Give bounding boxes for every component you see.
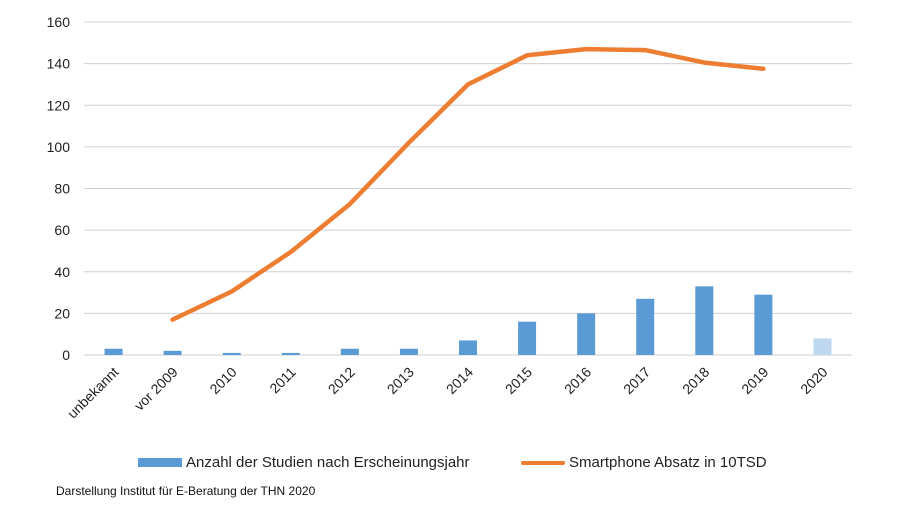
y-tick-label: 0 (62, 347, 70, 363)
legend-item-studies: Anzahl der Studien nach Erscheinungsjahr (138, 454, 470, 471)
y-tick-label: 20 (54, 305, 70, 321)
line-series (170, 46, 766, 322)
bar (399, 348, 418, 355)
x-tick-label: 2011 (266, 364, 299, 397)
legend-label-studies: Anzahl der Studien nach Erscheinungsjahr (186, 454, 470, 471)
legend-swatch-bar (138, 458, 182, 467)
bar (281, 352, 300, 355)
x-tick-label: 2019 (738, 364, 771, 397)
x-tick-label: 2016 (561, 364, 594, 397)
bar (813, 338, 832, 355)
chart: 0 20 40 60 80 100 120 140 160 unbekannt vor 2009 2… (47, 14, 852, 422)
x-tick-label: 2013 (384, 364, 417, 397)
bar (222, 352, 241, 355)
gridlines (84, 21, 852, 356)
bar-series (104, 286, 832, 355)
x-tick-label: 2018 (679, 364, 712, 397)
legend-label-smartphone: Smartphone Absatz in 10TSD (569, 454, 767, 471)
bar (754, 294, 773, 355)
bar (340, 348, 359, 355)
x-tick-label: 2020 (797, 364, 830, 397)
x-tick-label: vor 2009 (131, 364, 181, 414)
y-tick-label: 120 (47, 97, 71, 113)
bar (695, 286, 714, 355)
legend-swatch-line (521, 460, 565, 465)
y-tick-label: 60 (54, 222, 70, 238)
x-tick-label: 2010 (206, 364, 239, 397)
bar (104, 348, 123, 355)
y-tick-label: 40 (54, 264, 70, 280)
source-note: Darstellung Institut für E-Beratung der … (56, 484, 316, 498)
line-path (170, 46, 766, 322)
x-tick-label: 2014 (443, 364, 476, 397)
y-tick-label: 80 (54, 181, 70, 197)
x-tick-label: 2015 (502, 364, 535, 397)
bar (163, 350, 182, 355)
bar (636, 298, 655, 355)
x-tick-label: unbekannt (64, 364, 122, 422)
bar (459, 340, 477, 355)
x-tick-label: 2012 (325, 364, 358, 397)
x-tick-label: 2017 (620, 364, 653, 397)
y-axis-ticks: 0 20 40 60 80 100 120 140 160 (47, 14, 71, 363)
x-axis-ticks: unbekannt vor 2009 2010 2011 2012 2013 2014 201… (64, 364, 831, 422)
y-tick-label: 160 (47, 14, 71, 30)
y-tick-label: 100 (47, 139, 71, 155)
y-tick-label: 140 (47, 56, 71, 72)
legend-item-smartphone: Smartphone Absatz in 10TSD (521, 454, 767, 471)
bar (577, 313, 596, 355)
legend: Anzahl der Studien nach Erscheinungsjahr… (0, 454, 902, 476)
bar (518, 321, 537, 355)
